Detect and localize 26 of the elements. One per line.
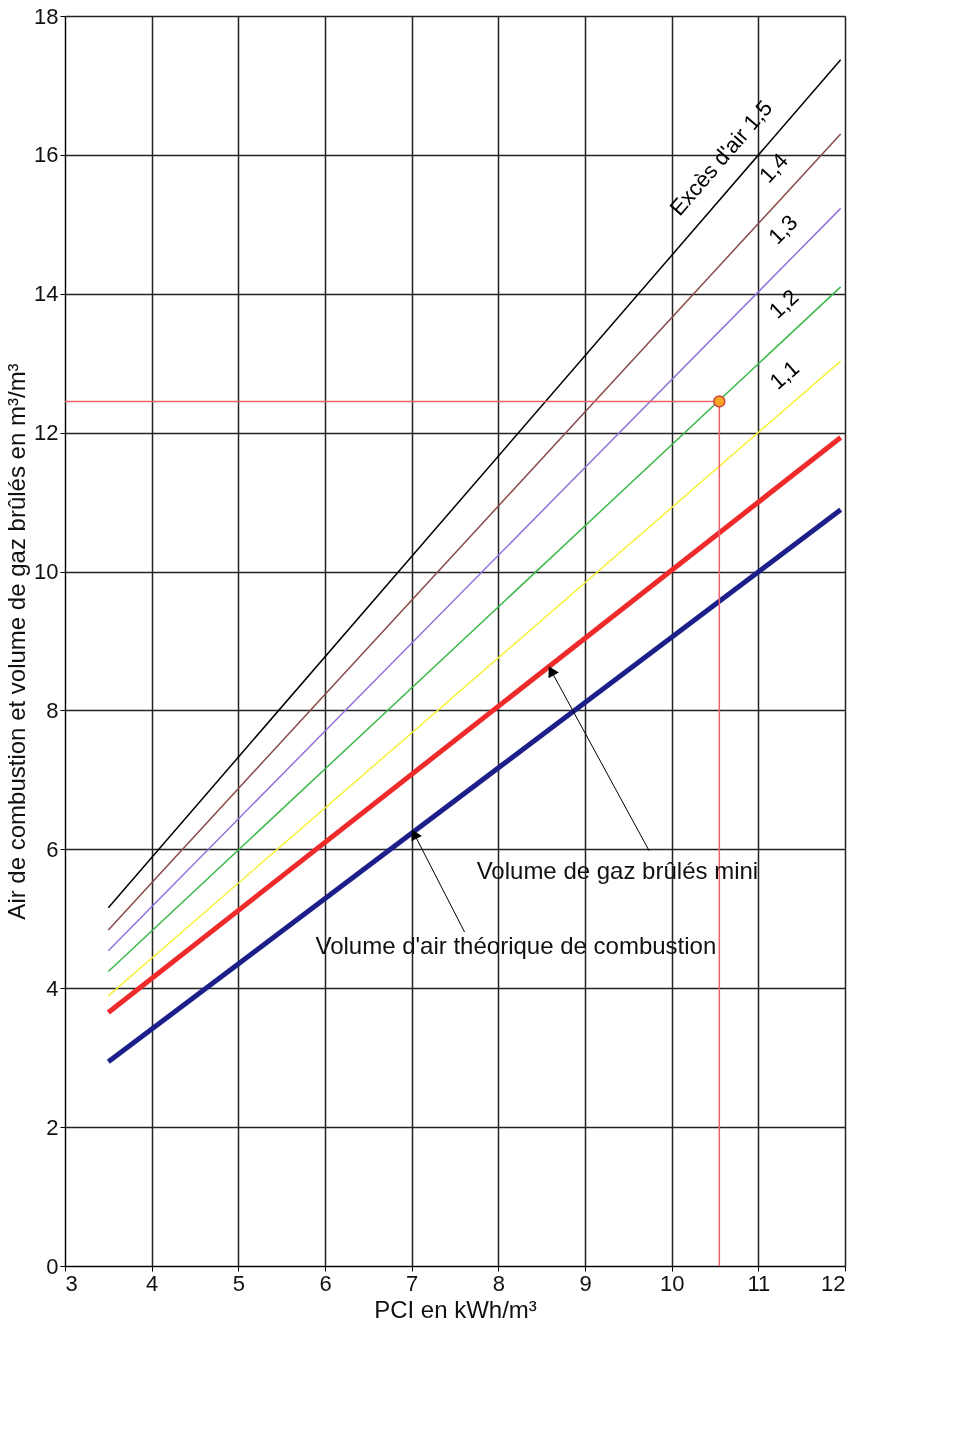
y-tick-label: 2 bbox=[46, 1114, 59, 1140]
x-axis-title: PCI en kWh/m³ bbox=[374, 1295, 537, 1323]
x-tick-label: 12 bbox=[821, 1270, 846, 1296]
x-tick-label: 3 bbox=[65, 1270, 78, 1296]
text: 1,1 bbox=[764, 355, 805, 395]
y-tick-label: 10 bbox=[34, 559, 59, 585]
text: 1,2 bbox=[763, 284, 804, 324]
y-axis-title: Air de combustion et volume de gaz brûlés en m³/m³ bbox=[3, 363, 31, 920]
y-tick-label: 14 bbox=[34, 281, 59, 307]
text: 1,4 bbox=[753, 148, 794, 188]
x-tick-label: 9 bbox=[579, 1270, 592, 1296]
y-tick-label: 6 bbox=[46, 836, 59, 862]
x-tick-label: 11 bbox=[747, 1270, 771, 1296]
x-tick-label: 5 bbox=[232, 1270, 245, 1296]
x-tick-label: 4 bbox=[146, 1270, 159, 1296]
y-tick-label: 12 bbox=[34, 420, 59, 446]
x-tick-label: 7 bbox=[406, 1270, 419, 1296]
y-tick-label: 16 bbox=[34, 142, 59, 168]
y-tick-label: 0 bbox=[46, 1253, 59, 1279]
x-tick-label: 6 bbox=[319, 1270, 332, 1296]
text: 1,3 bbox=[763, 209, 803, 249]
y-tick-label: 8 bbox=[46, 697, 59, 723]
x-tick-label: 10 bbox=[659, 1270, 685, 1296]
y-tick-label: 4 bbox=[46, 975, 59, 1001]
y-tick-label: 18 bbox=[34, 3, 59, 29]
x-tick-label: 8 bbox=[492, 1270, 505, 1296]
